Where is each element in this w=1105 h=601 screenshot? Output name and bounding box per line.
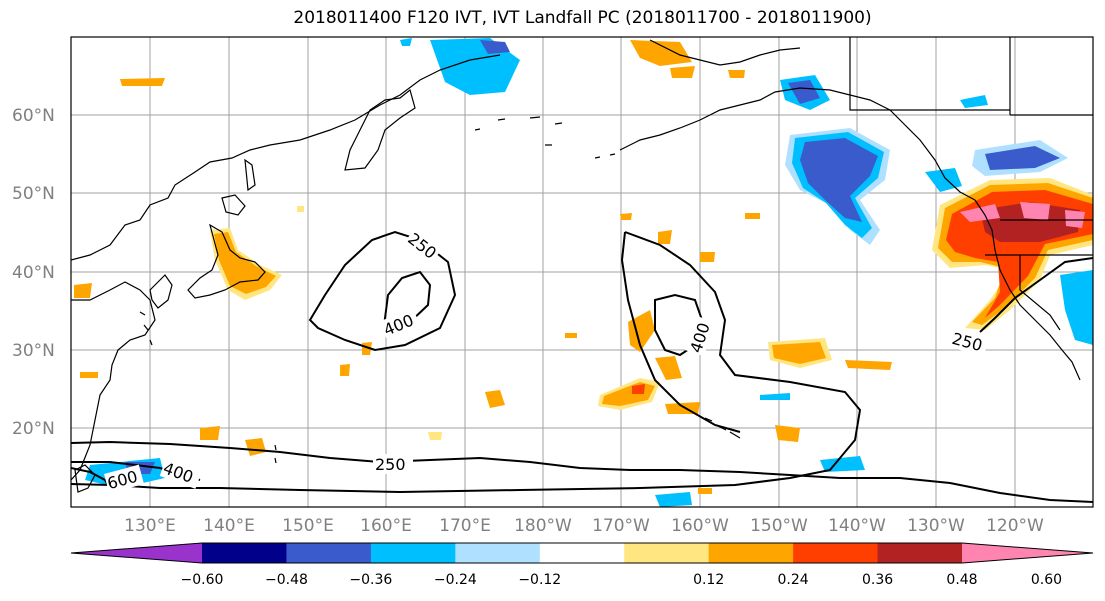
- colorbar-tick-label: −0.48: [265, 572, 308, 588]
- lat-label: 40°N: [12, 263, 55, 283]
- positive-region: [845, 360, 892, 370]
- colorbar-tick-label: −0.36: [349, 572, 392, 588]
- colorbar-bin: [370, 543, 456, 563]
- positive-region: [700, 252, 715, 262]
- positive-region: [428, 432, 442, 440]
- colorbar-bin: [624, 543, 710, 563]
- lon-label: 170°W: [592, 516, 650, 536]
- positive-region: [1020, 202, 1050, 220]
- positive-region: [670, 66, 695, 78]
- lon-label: 140°E: [203, 516, 255, 536]
- negative-region: [985, 146, 1060, 170]
- colorbar-bin: [455, 543, 541, 563]
- negative-region: [400, 38, 412, 46]
- colorbar-tick-label: 0.24: [778, 572, 809, 588]
- lon-label: 160°W: [671, 516, 729, 536]
- lon-label: 120°W: [986, 516, 1044, 536]
- lat-label: 20°N: [12, 419, 55, 439]
- negative-region: [655, 492, 692, 507]
- positive-region: [362, 342, 372, 355]
- colorbar-bin: [539, 543, 625, 563]
- positive-region: [980, 202, 1080, 242]
- positive-region: [620, 213, 632, 220]
- colorbar-bin: [286, 543, 372, 563]
- positive-region: [245, 438, 266, 456]
- lon-label: 150°W: [750, 516, 808, 536]
- lat-label: 60°N: [12, 106, 55, 126]
- colorbar-tick-label: 0.12: [693, 572, 724, 588]
- colorbar-tick-label: 0.48: [946, 572, 977, 588]
- lat-label: 30°N: [12, 341, 55, 361]
- coastlines: [71, 37, 1093, 493]
- lon-label: 130°E: [124, 516, 176, 536]
- positive-region: [297, 206, 304, 212]
- colorbar-extend-min: [71, 543, 202, 563]
- positive-region: [960, 204, 1000, 222]
- lat-label: 50°N: [12, 184, 55, 204]
- negative-region: [788, 80, 820, 104]
- negative-region: [800, 138, 878, 222]
- positive-region: [728, 70, 745, 78]
- colorbar-tick-label: 0.60: [1031, 572, 1062, 588]
- positive-region: [485, 390, 505, 408]
- lon-label: 150°E: [282, 516, 334, 536]
- positive-region: [632, 384, 645, 394]
- colorbar: −0.60 −0.48 −0.36 −0.24 −0.12 0.12 0.24 0.36 0.4…: [70, 542, 1094, 588]
- positive-region: [565, 333, 577, 338]
- positive-region: [1065, 210, 1085, 228]
- colorbar-bin: [793, 543, 879, 563]
- colorbar-bin: [877, 543, 963, 563]
- colorbar-bin: [202, 543, 287, 563]
- positive-region: [628, 310, 655, 352]
- positive-region: [74, 283, 92, 298]
- colorbar-tick-label: −0.12: [518, 572, 561, 588]
- positive-region: [772, 342, 826, 364]
- contour-label: 250: [375, 455, 406, 474]
- map-title: 2018011400 F120 IVT, IVT Landfall PC (20…: [293, 8, 872, 28]
- lon-label: 140°W: [828, 516, 886, 536]
- positive-region: [80, 372, 98, 378]
- positive-region: [120, 78, 165, 86]
- positive-region: [775, 425, 800, 442]
- positive-region: [745, 213, 760, 219]
- lon-label: 180°W: [514, 516, 572, 536]
- negative-region: [760, 393, 790, 400]
- lon-label: 170°E: [439, 516, 491, 536]
- positive-region: [698, 488, 712, 494]
- negative-region: [480, 40, 510, 54]
- longitude-labels: 130°E 140°E 150°E 160°E 170°E 180°W 170°…: [124, 516, 1044, 536]
- map-border: [70, 36, 1094, 508]
- colorbar-tick-label: 0.36: [862, 572, 893, 588]
- colorbar-bin: [708, 543, 794, 563]
- positive-region: [665, 402, 700, 414]
- negative-region: [1060, 270, 1093, 345]
- positive-region: [340, 364, 350, 376]
- positive-region: [630, 40, 692, 66]
- colorbar-outline: [70, 542, 1094, 564]
- positive-region: [655, 356, 682, 380]
- lon-label: 160°E: [360, 516, 412, 536]
- latitude-labels: 60°N 50°N 40°N 30°N 20°N: [12, 106, 55, 439]
- positive-region: [200, 426, 220, 440]
- positive-region: [658, 230, 672, 244]
- colorbar-tick-label: −0.24: [434, 572, 477, 588]
- colorbar-extend-max: [962, 543, 1093, 563]
- lon-label: 130°W: [907, 516, 965, 536]
- colorbar-tick-label: −0.60: [181, 572, 224, 588]
- negative-region: [960, 95, 988, 108]
